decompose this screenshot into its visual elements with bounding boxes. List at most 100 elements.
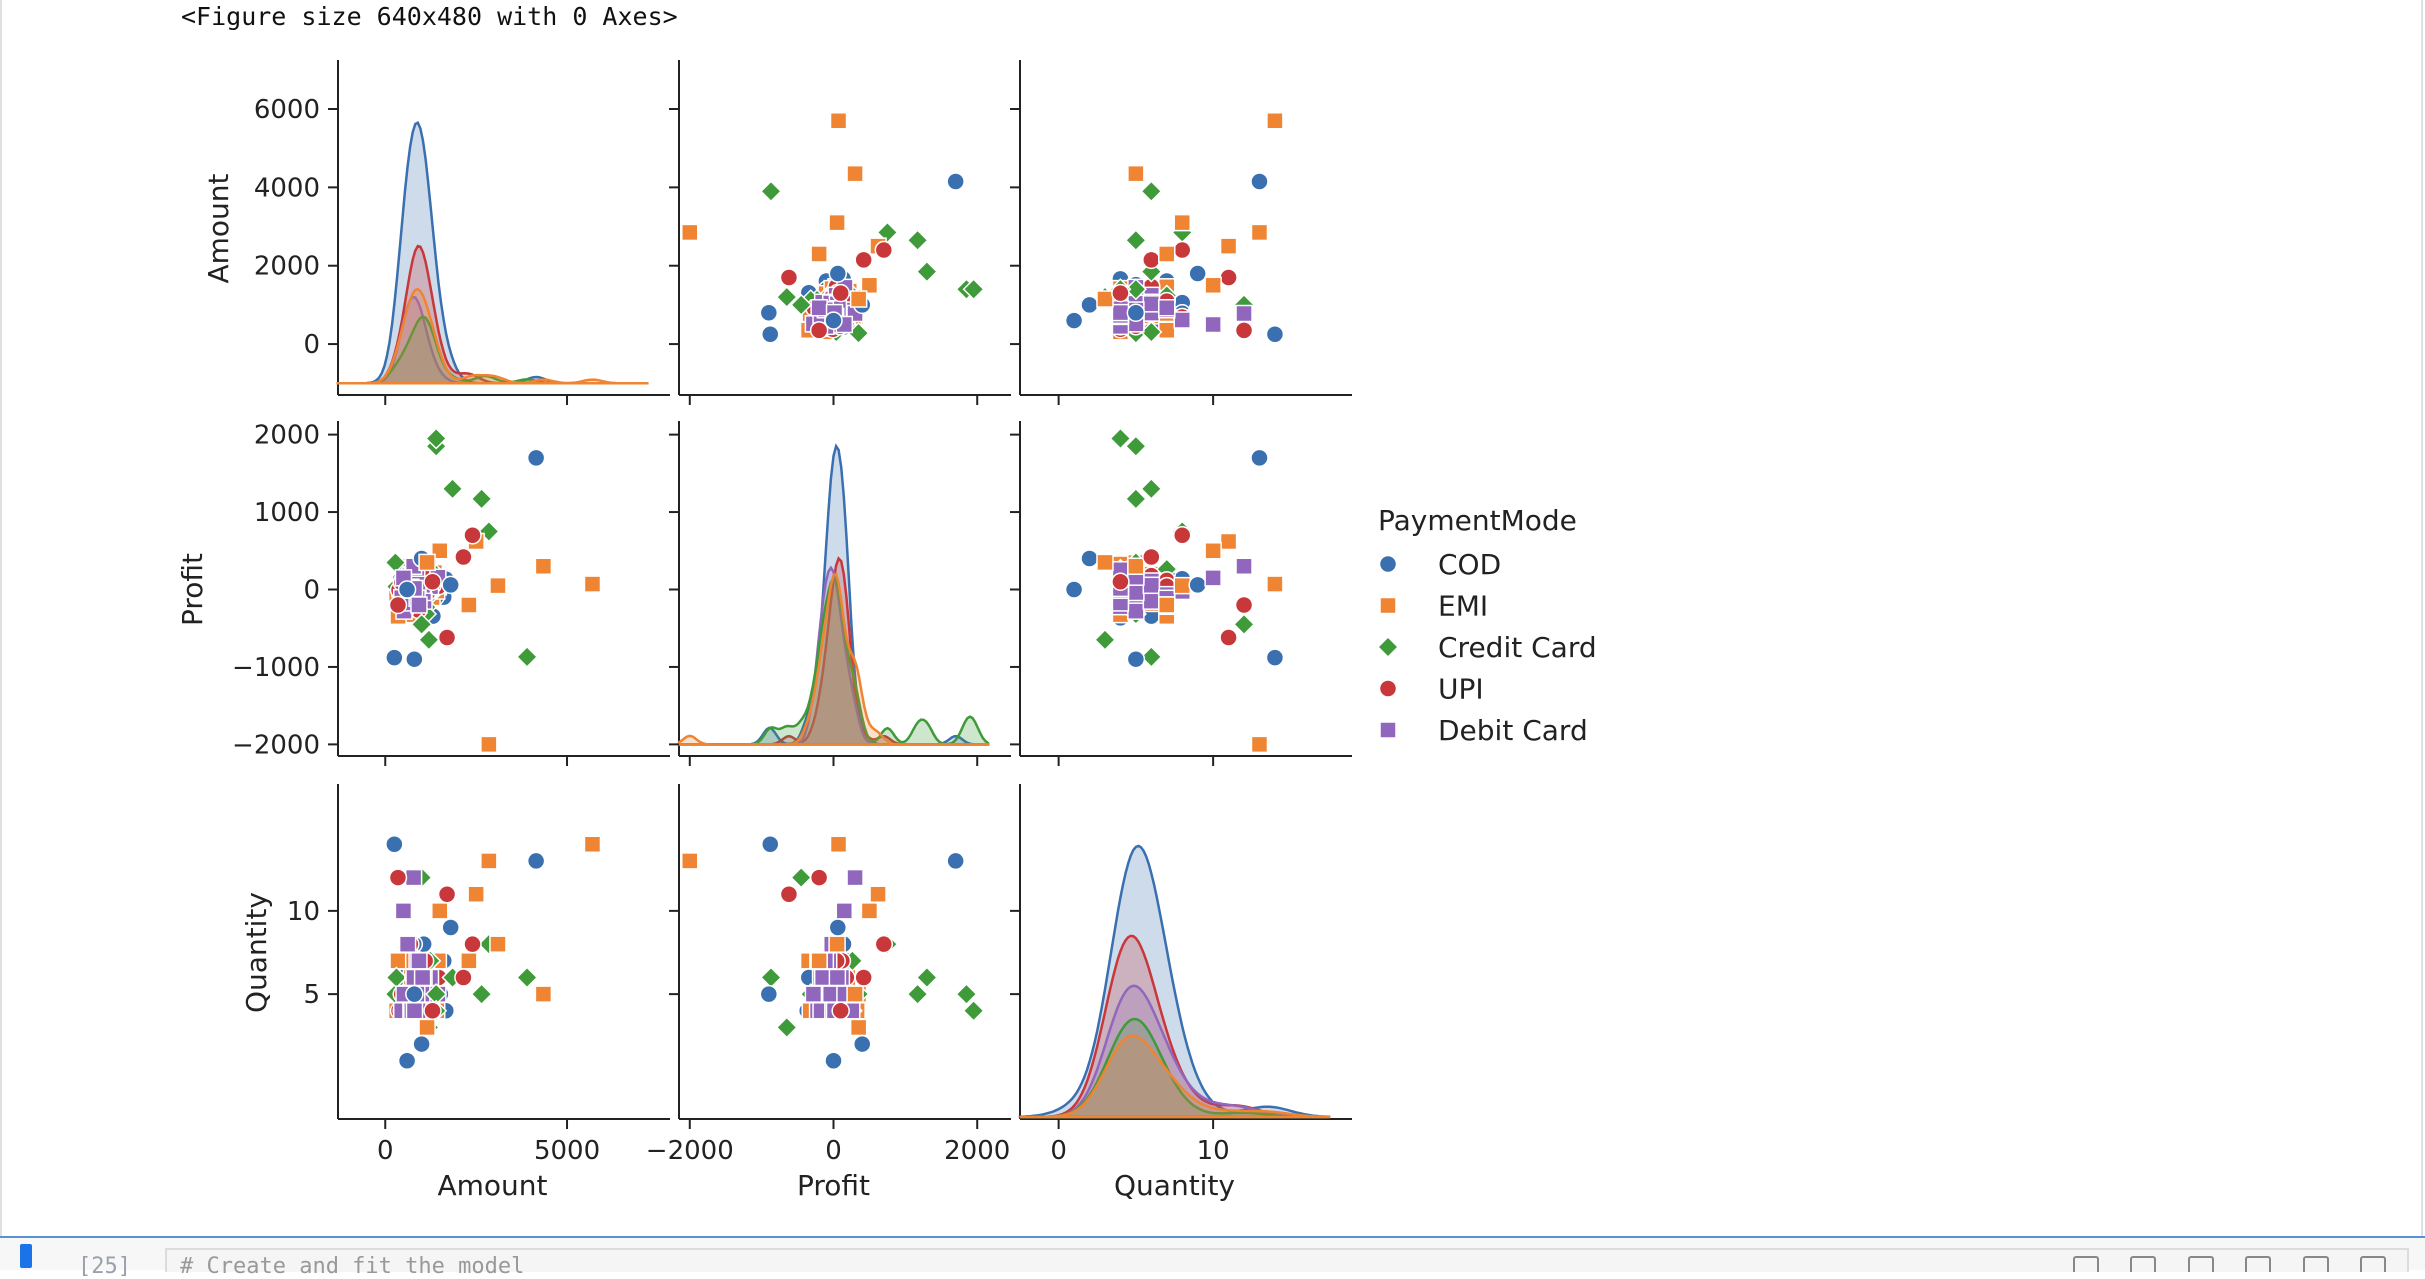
data-point-debit-card <box>1142 576 1161 595</box>
figure-size-output: <Figure size 640x480 with 0 Axes> <box>181 2 678 31</box>
data-point-debit-card <box>846 868 864 887</box>
data-point-credit-card <box>915 260 938 283</box>
output-right-rule <box>2421 0 2423 1238</box>
data-point-upi <box>423 572 442 592</box>
data-point-debit-card <box>1235 304 1253 323</box>
legend-label-upi: UPI <box>1438 673 1484 706</box>
format-icon[interactable] <box>2303 1256 2329 1272</box>
data-point-cod <box>1188 575 1207 595</box>
y-tick-label: 0 <box>303 330 320 360</box>
data-point-debit-card <box>1173 311 1191 329</box>
data-point-upi <box>463 526 482 545</box>
data-point-cod <box>759 303 779 322</box>
data-point-credit-card <box>1109 427 1132 450</box>
data-point-emi <box>489 935 507 953</box>
y-tick-label: 4000 <box>254 173 320 203</box>
legend-marker-emi <box>1379 596 1397 615</box>
legend-marker-debit-card <box>1379 721 1397 739</box>
data-point-credit-card <box>1124 278 1147 301</box>
data-point-credit-card <box>417 628 440 651</box>
legend-label-debit-card: Debit Card <box>1438 714 1588 747</box>
data-point-debit-card <box>1204 315 1222 334</box>
data-point-emi <box>489 576 507 595</box>
data-point-cod <box>1250 172 1269 191</box>
panel-quantity-vs-profit: −2000 0 2000 <box>646 784 1011 1166</box>
move-up-icon[interactable] <box>2130 1256 2156 1272</box>
data-point-emi <box>1158 596 1176 614</box>
data-point-debit-card <box>410 952 428 970</box>
data-point-emi <box>1096 290 1114 308</box>
data-point-emi <box>1127 557 1145 576</box>
data-point-upi <box>809 321 829 340</box>
data-point-credit-card <box>1140 645 1163 668</box>
legend-marker-credit-card <box>1376 635 1400 659</box>
panel-amount-vs-profit <box>669 60 1011 405</box>
data-point-emi <box>828 935 846 953</box>
data-point-emi <box>460 596 478 614</box>
data-point-cod <box>824 1051 843 1070</box>
legend-label-emi: EMI <box>1438 590 1488 623</box>
kde-emi <box>336 287 649 385</box>
data-point-credit-card <box>906 229 929 252</box>
data-point-cod <box>526 448 546 468</box>
data-point-emi <box>534 557 553 576</box>
x-tick-label: 2000 <box>944 1136 1010 1166</box>
data-point-debit-card <box>405 1002 424 1020</box>
data-point-debit-card <box>804 985 823 1003</box>
data-point-emi <box>460 952 478 970</box>
data-point-credit-card <box>915 966 938 989</box>
move-down-icon[interactable] <box>2188 1256 2214 1272</box>
panel-quantity-vs-amount: 5 10 0 5000 <box>287 784 670 1166</box>
x-tick-label: 5000 <box>534 1136 600 1166</box>
data-point-upi <box>423 1001 442 1021</box>
data-point-debit-card <box>394 902 413 920</box>
data-point-emi <box>1173 576 1191 595</box>
kde-emi <box>1020 1034 1331 1119</box>
legend-marker-cod <box>1378 554 1398 574</box>
data-point-cod <box>1126 303 1146 322</box>
data-point-emi <box>418 1018 436 1037</box>
data-point-debit-card <box>813 968 832 987</box>
data-point-cod <box>1188 264 1207 283</box>
data-point-credit-card <box>775 1016 798 1039</box>
x-axis-label-profit: Profit <box>797 1169 870 1202</box>
data-point-credit-card <box>775 285 798 309</box>
data-point-upi <box>1142 547 1161 567</box>
data-point-emi <box>480 852 498 870</box>
data-point-cod <box>385 835 404 854</box>
data-point-debit-card <box>1127 602 1145 620</box>
data-point-emi <box>1219 532 1238 551</box>
copy-icon[interactable] <box>2073 1256 2099 1272</box>
data-point-credit-card <box>790 866 813 889</box>
y-tick-label: 2000 <box>254 421 320 451</box>
data-point-upi <box>809 868 829 887</box>
data-point-emi <box>1266 112 1284 130</box>
data-point-credit-card <box>470 487 493 510</box>
data-point-credit-card <box>1232 613 1256 636</box>
data-point-upi <box>779 884 799 904</box>
y-axis-label-amount: Amount <box>202 173 235 283</box>
data-point-debit-card <box>398 935 417 953</box>
output-left-rule <box>0 0 2 1268</box>
y-axis-label-profit: Profit <box>176 553 209 626</box>
data-point-credit-card <box>1140 477 1163 500</box>
data-point-cod <box>405 984 424 1004</box>
data-point-emi <box>681 852 699 870</box>
x-tick-label: 10 <box>1197 1136 1230 1166</box>
data-point-credit-card <box>1124 435 1147 458</box>
add-cell-icon[interactable] <box>2245 1256 2271 1272</box>
data-point-emi <box>389 952 407 970</box>
y-tick-label: 1000 <box>254 498 320 528</box>
data-point-emi <box>1250 735 1269 754</box>
y-axis-label-quantity: Quantity <box>240 892 273 1013</box>
data-point-emi <box>860 276 879 295</box>
data-point-debit-card <box>1142 592 1161 610</box>
x-tick-label: 0 <box>825 1136 842 1166</box>
data-point-emi <box>583 575 602 593</box>
data-point-emi <box>1173 213 1191 232</box>
data-point-upi <box>874 934 894 954</box>
data-point-upi <box>454 968 473 987</box>
delete-icon[interactable] <box>2360 1256 2386 1272</box>
panel-profit-vs-amount: −2000 −1000 0 1000 2000 <box>232 421 670 766</box>
